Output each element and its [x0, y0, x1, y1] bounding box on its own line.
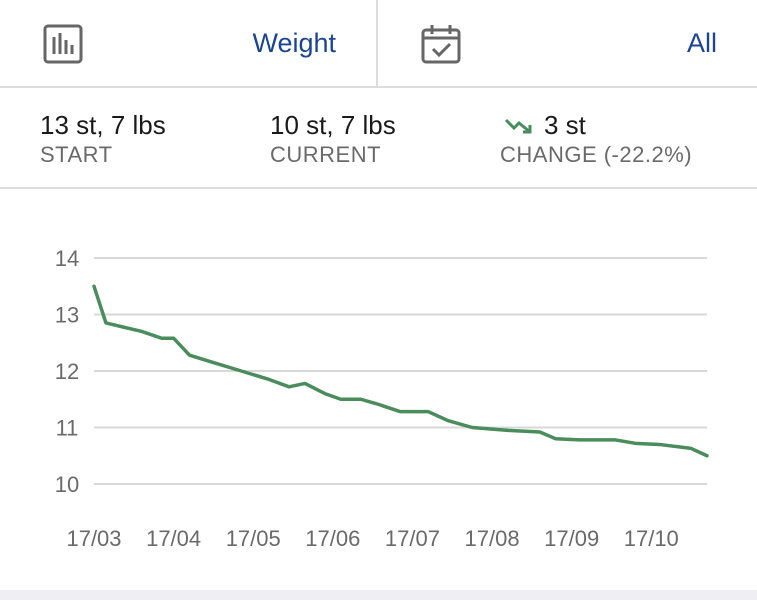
stats-row: 13 st, 7 lbs START 10 st, 7 lbs CURRENT …: [0, 88, 757, 189]
x-tick-label: 17/05: [226, 526, 281, 551]
bar-chart-icon: [43, 24, 83, 64]
x-tick-label: 17/09: [544, 526, 599, 551]
start-value: 13 st, 7 lbs: [40, 110, 166, 140]
x-tick-label: 17/07: [385, 526, 440, 551]
change-value-row: 3 st: [500, 110, 692, 140]
stat-start: 13 st, 7 lbs START: [40, 110, 166, 168]
header-tabs: Weight All: [0, 0, 757, 88]
range-tab[interactable]: All: [378, 0, 757, 86]
current-value: 10 st, 7 lbs: [270, 110, 396, 140]
calendar-check-icon: [421, 25, 461, 64]
y-tick-label: 11: [56, 416, 79, 441]
weight-chart-svg: 10 11 12 13 14 17/03 17/04 17/05 17/06 17/07 17/08…: [55, 246, 709, 551]
y-tick-label: 12: [55, 359, 79, 384]
stat-change: 3 st CHANGE (-22.2%): [500, 110, 692, 168]
change-label: CHANGE (-22.2%): [500, 142, 693, 167]
trend-down-icon: [504, 118, 532, 134]
metric-tab[interactable]: Weight: [0, 0, 378, 86]
start-label: START: [40, 142, 113, 167]
range-label: All: [686, 28, 717, 58]
weight-series-line: [92, 284, 709, 458]
x-tick-label: 17/03: [66, 526, 121, 551]
x-tick-label: 17/08: [465, 526, 520, 551]
y-tick-label: 13: [55, 303, 79, 328]
weight-chart: 10 11 12 13 14 17/03 17/04 17/05 17/06 17/07 17/08…: [0, 189, 757, 589]
metric-label: Weight: [252, 28, 336, 58]
current-label: CURRENT: [270, 142, 382, 167]
y-tick-label: 14: [55, 246, 79, 271]
bottom-bar: [0, 590, 757, 600]
y-tick-label: 10: [55, 472, 79, 497]
x-tick-label: 17/06: [305, 526, 360, 551]
stat-current: 10 st, 7 lbs CURRENT: [270, 110, 396, 168]
x-tick-label: 17/04: [146, 526, 201, 551]
x-tick-label: 17/10: [624, 526, 679, 551]
change-value: 3 st: [544, 110, 586, 140]
